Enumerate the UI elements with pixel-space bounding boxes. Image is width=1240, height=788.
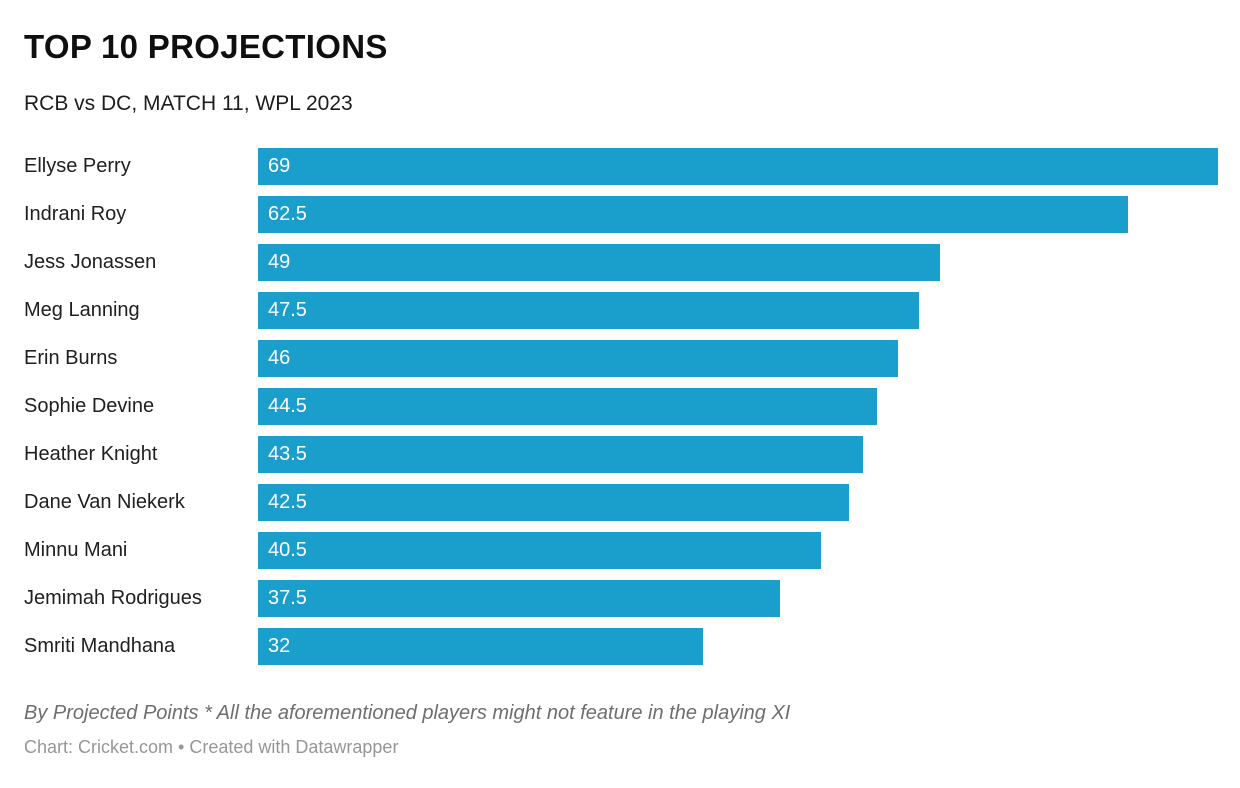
- projection-bar: 37.5: [258, 579, 780, 617]
- bar-track: 62.5: [258, 195, 1218, 233]
- player-name-label: Dane Van Niekerk: [24, 490, 185, 513]
- bar-track: 32: [258, 627, 1218, 665]
- projection-bar: 40.5: [258, 531, 822, 569]
- bar-value-label: 37.5: [268, 586, 307, 609]
- bar-value-label: 44.5: [268, 394, 307, 417]
- player-name-label: Meg Lanning: [24, 298, 140, 321]
- player-name-label: Jess Jonassen: [24, 250, 157, 273]
- chart-row: Meg Lanning 47.5: [24, 286, 1218, 334]
- bar-value-label: 49: [268, 250, 291, 273]
- bar-track: 47.5: [258, 291, 1218, 329]
- chart-row: Sophie Devine 44.5: [24, 382, 1218, 430]
- bar-value-label: 69: [268, 154, 291, 177]
- bar-value-label: 32: [268, 634, 291, 657]
- chart-row: Minnu Mani 40.5: [24, 526, 1218, 574]
- bar-track: 49: [258, 243, 1218, 281]
- bar-value-label: 43.5: [268, 442, 307, 465]
- player-name-label: Indrani Roy: [24, 202, 127, 225]
- player-name-label: Ellyse Perry: [24, 154, 131, 177]
- chart-row: Dane Van Niekerk 42.5: [24, 478, 1218, 526]
- bar-value-label: 40.5: [268, 538, 307, 561]
- chart-title: TOP 10 PROJECTIONS: [24, 28, 388, 65]
- projection-bar: 49: [258, 243, 940, 281]
- player-name-label: Heather Knight: [24, 442, 158, 465]
- chart-row: Jess Jonassen 49: [24, 238, 1218, 286]
- bar-value-label: 46: [268, 346, 291, 369]
- chart-row: Heather Knight 43.5: [24, 430, 1218, 478]
- projection-bar: 69: [258, 147, 1218, 185]
- projection-bar: 47.5: [258, 291, 919, 329]
- player-name-label: Jemimah Rodrigues: [24, 586, 202, 609]
- player-name-label: Sophie Devine: [24, 394, 155, 417]
- chart-subtitle: RCB vs DC, MATCH 11, WPL 2023: [24, 91, 353, 115]
- bar-track: 46: [258, 339, 1218, 377]
- bar-track: 42.5: [258, 483, 1218, 521]
- bar-track: 44.5: [258, 387, 1218, 425]
- chart-row: Jemimah Rodrigues 37.5: [24, 574, 1218, 622]
- projection-bar: 32: [258, 627, 704, 665]
- chart-row: Smriti Mandhana 32: [24, 622, 1218, 670]
- projection-bar: 46: [258, 339, 898, 377]
- player-name-label: Minnu Mani: [24, 538, 128, 561]
- projection-bar: 44.5: [258, 387, 878, 425]
- chart-notes: By Projected Points * All the aforementi…: [24, 702, 791, 725]
- projection-bar: 43.5: [258, 435, 864, 473]
- chart-row: Indrani Roy 62.5: [24, 190, 1218, 238]
- chart-row: Erin Burns 46: [24, 334, 1218, 382]
- bar-track: 37.5: [258, 579, 1218, 617]
- projection-bar: 42.5: [258, 483, 850, 521]
- projection-bar: 62.5: [258, 195, 1128, 233]
- chart-credit: Chart: Cricket.com • Created with Datawr…: [24, 737, 399, 758]
- chart-row: Ellyse Perry 69: [24, 142, 1218, 190]
- bar-track: 40.5: [258, 531, 1218, 569]
- player-name-label: Erin Burns: [24, 346, 118, 369]
- bar-track: 69: [258, 147, 1218, 185]
- bar-value-label: 47.5: [268, 298, 307, 321]
- bar-track: 43.5: [258, 435, 1218, 473]
- bar-value-label: 42.5: [268, 490, 307, 513]
- bar-chart: Ellyse Perry 69 Indrani Roy 62.5 Jess Jonass…: [24, 142, 1218, 670]
- bar-value-label: 62.5: [268, 202, 307, 225]
- player-name-label: Smriti Mandhana: [24, 634, 176, 657]
